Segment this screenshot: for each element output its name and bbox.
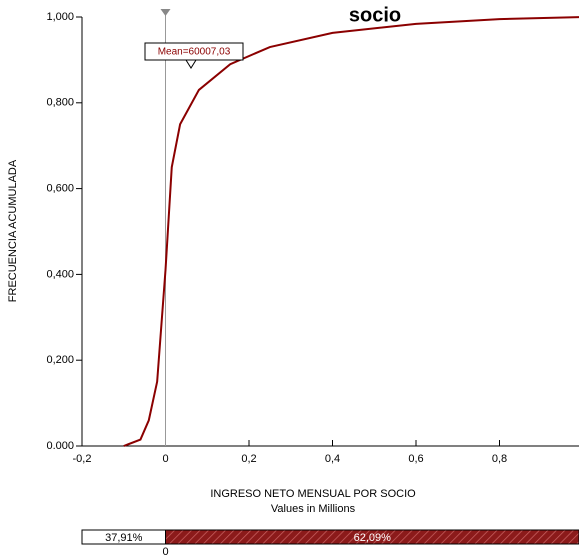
delimiter-handle <box>160 9 171 16</box>
y-axis-label: FRECUENCIA ACUMULADA <box>7 159 19 302</box>
mean-label: Mean=60007,03 <box>158 47 231 58</box>
x-tick-label: -0,2 <box>73 453 92 465</box>
left-percent-label: 37,91% <box>105 532 143 544</box>
cumulative-line <box>123 16 579 447</box>
delimiter-value-label: 0 <box>162 546 168 558</box>
right-percent-label: 62,09% <box>354 532 392 544</box>
y-tick-label: 0.000 <box>46 440 74 452</box>
x-tick-label: 0,6 <box>408 453 423 465</box>
x-axis-sublabel: Values in Millions <box>271 503 356 515</box>
x-axis-label: INGRESO NETO MENSUAL POR SOCIO <box>210 488 416 500</box>
y-tick-label: 0,400 <box>46 268 74 280</box>
mean-marker <box>185 59 197 69</box>
chart-title: socio <box>349 4 401 26</box>
x-tick-label: 0,8 <box>492 453 507 465</box>
y-tick-label: 1,000 <box>46 11 74 23</box>
right-percent-bar <box>165 529 579 545</box>
y-tick-label: 0,200 <box>46 354 74 366</box>
x-tick-label: 0 <box>162 453 168 465</box>
x-tick-label: 0,4 <box>325 453 340 465</box>
y-tick-label: 0,800 <box>46 97 74 109</box>
x-tick-label: 0,2 <box>241 453 256 465</box>
y-tick-label: 0,600 <box>46 183 74 195</box>
